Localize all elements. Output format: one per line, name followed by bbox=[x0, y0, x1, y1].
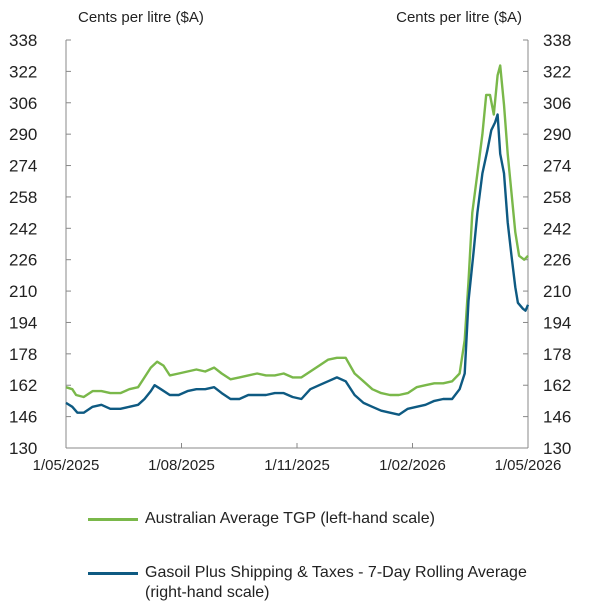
left-tick-label: 226 bbox=[9, 251, 37, 270]
right-tick-label: 338 bbox=[543, 31, 571, 50]
x-tick-label: 1/02/2026 bbox=[379, 457, 446, 474]
legend-swatch-gasoil bbox=[88, 572, 138, 575]
right-tick-label: 274 bbox=[543, 157, 571, 176]
axes: 130 130 146 146 162 162 178 178 194 194 210 210 226 2… bbox=[9, 31, 571, 474]
right-tick-label: 306 bbox=[543, 94, 571, 113]
right-tick-label: 258 bbox=[543, 188, 571, 207]
left-tick-label: 194 bbox=[9, 313, 37, 332]
legend-swatch-tgp bbox=[88, 518, 138, 521]
legend: Australian Average TGP (left-hand scale) bbox=[88, 509, 545, 529]
left-tick-label: 274 bbox=[9, 157, 37, 176]
right-tick-label: 162 bbox=[543, 376, 571, 395]
x-tick-label: 1/11/2025 bbox=[264, 457, 330, 474]
left-tick-label: 242 bbox=[9, 219, 37, 238]
legend-item-gasoil: Gasoil Plus Shipping & Taxes - 7-Day Rol… bbox=[88, 563, 545, 603]
right-tick-label: 242 bbox=[543, 219, 571, 238]
left-tick-label: 306 bbox=[9, 94, 37, 113]
right-tick-label: 178 bbox=[543, 345, 571, 364]
series-line-gasoil bbox=[65, 113, 530, 416]
x-tick-label: 1/08/2025 bbox=[148, 457, 215, 474]
right-tick-label: 130 bbox=[543, 439, 571, 458]
x-tick-label: 1/05/2025 bbox=[33, 457, 100, 474]
left-tick-label: 130 bbox=[9, 439, 37, 458]
left-tick-label: 258 bbox=[9, 188, 37, 207]
left-tick-label: 146 bbox=[9, 408, 37, 427]
right-tick-label: 146 bbox=[543, 408, 571, 427]
right-tick-label: 226 bbox=[543, 251, 571, 270]
left-tick-label: 162 bbox=[9, 376, 37, 395]
left-tick-label: 338 bbox=[9, 31, 37, 50]
series-layer bbox=[65, 64, 530, 416]
right-tick-label: 322 bbox=[543, 62, 571, 81]
legend-item-tgp: Australian Average TGP (left-hand scale) bbox=[88, 509, 545, 529]
right-tick-label: 290 bbox=[543, 125, 571, 144]
left-axis-title: Cents per litre ($A) bbox=[78, 9, 204, 26]
right-tick-label: 194 bbox=[543, 313, 571, 332]
right-tick-label: 210 bbox=[543, 282, 571, 301]
left-tick-label: 322 bbox=[9, 62, 37, 81]
left-tick-label: 290 bbox=[9, 125, 37, 144]
legend-label-gasoil: Gasoil Plus Shipping & Taxes - 7-Day Rol… bbox=[145, 564, 527, 601]
left-tick-label: 210 bbox=[9, 282, 37, 301]
right-axis-title: Cents per litre ($A) bbox=[396, 9, 522, 26]
x-tick-label: 1/05/2026 bbox=[495, 457, 562, 474]
left-tick-label: 178 bbox=[9, 345, 37, 364]
legend-label-tgp: Australian Average TGP (left-hand scale) bbox=[145, 510, 435, 527]
legend-2: Gasoil Plus Shipping & Taxes - 7-Day Rol… bbox=[88, 563, 545, 603]
series-line-tgp bbox=[65, 64, 529, 399]
